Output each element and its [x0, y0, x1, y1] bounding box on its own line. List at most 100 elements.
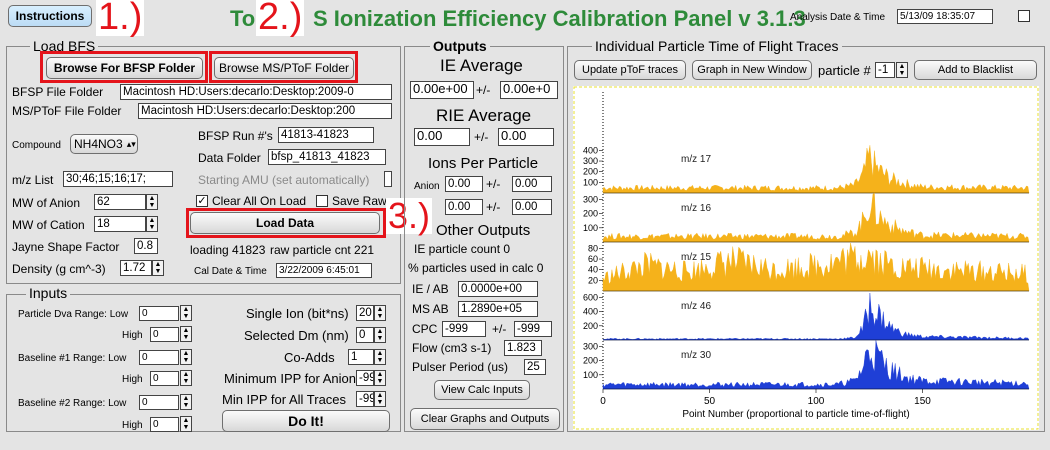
- compound-label: Compound: [12, 140, 61, 151]
- coadds-stepper[interactable]: ▲ ▼: [374, 349, 386, 365]
- dva-high-label: High: [122, 330, 143, 341]
- ie-average-err-field[interactable]: 0.00e+0: [500, 81, 558, 99]
- traces-plot-area: m/z 17 100 200 300 400 m/z 16 100 200 300 m/z 15 2…: [573, 86, 1039, 430]
- ions-per-particle-label: Ions Per Particle: [428, 155, 539, 172]
- starting-amu-field[interactable]: [384, 171, 392, 187]
- mspt-folder-label: MS/PToF File Folder: [12, 104, 122, 118]
- selected-dm-stepper[interactable]: ▲ ▼: [374, 327, 386, 343]
- ie-ab-field[interactable]: 0.0000e+00: [458, 281, 538, 297]
- compound-select[interactable]: NH4NO3 ▴▾: [70, 134, 138, 154]
- ipp-anion-err-field[interactable]: 0.00: [512, 176, 552, 192]
- cation-field[interactable]: 18: [94, 216, 146, 232]
- single-ion-stepper[interactable]: ▲ ▼: [374, 305, 386, 321]
- baseline2-high-field[interactable]: 0: [150, 417, 179, 432]
- other-outputs-label: Other Outputs: [436, 222, 531, 239]
- ytick-label-2-1: 40: [588, 265, 598, 275]
- density-stepper[interactable]: ▲ ▼: [152, 260, 164, 276]
- clear-all-checkbox[interactable]: ✓: [196, 195, 208, 207]
- mspt-folder-field[interactable]: Macintosh HD:Users:decarlo:Desktop:200: [138, 103, 392, 119]
- data-folder-field[interactable]: bfsp_41813_41823: [268, 149, 386, 165]
- baseline1-high-field[interactable]: 0: [150, 371, 179, 386]
- compound-value: NH4NO3: [74, 137, 123, 151]
- step-1-label: 1.): [96, 0, 145, 38]
- starting-amu-label: Starting AMU (set automatically): [198, 173, 370, 187]
- rie-average-field[interactable]: 0.00: [414, 128, 470, 146]
- density-field[interactable]: 1.72: [120, 260, 152, 276]
- coadds-label: Co-Adds: [284, 350, 335, 365]
- dva-high-stepper[interactable]: ▲ ▼: [180, 326, 192, 342]
- ie-pm-label: +/-: [476, 83, 491, 97]
- add-blacklist-button[interactable]: Add to Blacklist: [914, 60, 1037, 80]
- update-ptof-button[interactable]: Update pToF traces: [574, 60, 686, 80]
- jayne-label: Jayne Shape Factor: [12, 240, 120, 254]
- pulser-field[interactable]: 25: [524, 359, 546, 375]
- dva-low-field[interactable]: 0: [139, 306, 179, 321]
- min-ipp-label: Minimum IPP for Anion: [224, 371, 356, 386]
- cal-date-field[interactable]: 3/22/2009 6:45:01: [276, 263, 372, 278]
- baseline1-high-stepper[interactable]: ▲ ▼: [180, 370, 192, 386]
- analysis-checkbox[interactable]: [1018, 10, 1030, 22]
- run-numbers-field[interactable]: 41813-41823: [278, 127, 374, 143]
- view-calc-inputs-button[interactable]: View Calc Inputs: [434, 380, 530, 400]
- trace-series-0: [602, 145, 1030, 194]
- baseline2-low-field[interactable]: 0: [139, 395, 179, 410]
- ie-average-label: IE Average: [440, 56, 523, 75]
- cation-label: MW of Cation: [12, 218, 85, 232]
- min-ipp-all-stepper[interactable]: ▲ ▼: [374, 391, 386, 407]
- ipp-cation-field[interactable]: 0.00: [445, 199, 483, 215]
- anion-stepper[interactable]: ▲ ▼: [146, 194, 158, 210]
- do-it-button[interactable]: Do It!: [222, 410, 390, 432]
- dva-high-field[interactable]: 0: [150, 327, 179, 342]
- flow-field[interactable]: 1.823: [504, 340, 542, 356]
- raw-count-status: raw particle cnt 221: [270, 243, 375, 257]
- mz-list-label: m/z List: [12, 173, 54, 187]
- particle-number-stepper[interactable]: ▲ ▼: [896, 62, 908, 78]
- baseline1-low-stepper[interactable]: ▲ ▼: [180, 349, 192, 365]
- baseline2-low-stepper[interactable]: ▲ ▼: [180, 394, 192, 410]
- jayne-field[interactable]: 0.8: [134, 238, 158, 254]
- ipp-cation-err-field[interactable]: 0.00: [512, 199, 552, 215]
- trace-label-1: m/z 16: [681, 203, 711, 214]
- cpc-field[interactable]: -999: [442, 321, 486, 337]
- ms-ab-label: MS AB: [412, 302, 449, 316]
- analysis-datetime-field[interactable]: 5/13/09 18:35:07: [897, 9, 993, 24]
- save-raw-checkbox[interactable]: [316, 195, 328, 207]
- trace-label-0: m/z 17: [681, 154, 711, 165]
- cation-stepper[interactable]: ▲ ▼: [146, 216, 158, 232]
- coadds-field[interactable]: 1: [348, 349, 374, 365]
- load-data-button[interactable]: Load Data: [190, 212, 380, 234]
- xtick-label-0: 0: [600, 396, 606, 407]
- mz-list-field[interactable]: 30;46;15;16;17;: [63, 171, 173, 187]
- rie-average-err-field[interactable]: 0.00: [498, 128, 554, 146]
- ie-average-field[interactable]: 0.00e+00: [410, 81, 474, 99]
- single-ion-field[interactable]: 20: [356, 305, 374, 321]
- min-ipp-field[interactable]: -999: [356, 370, 374, 386]
- selected-dm-field[interactable]: 0: [356, 327, 374, 343]
- bfsp-folder-field[interactable]: Macintosh HD:Users:decarlo:Desktop:2009-…: [120, 84, 392, 100]
- cpc-pm-label: +/-: [492, 322, 507, 336]
- graph-new-window-button[interactable]: Graph in New Window: [692, 60, 812, 80]
- browse-mspt-button[interactable]: Browse MS/PToF Folder: [214, 57, 354, 79]
- rie-pm-label: +/-: [474, 130, 489, 144]
- dva-low-stepper[interactable]: ▲ ▼: [180, 305, 192, 321]
- anion-field[interactable]: 62: [94, 194, 146, 210]
- ipp-anion-field[interactable]: 0.00: [445, 176, 483, 192]
- ms-ab-field[interactable]: 1.2890e+05: [458, 301, 538, 317]
- min-ipp-stepper[interactable]: ▲ ▼: [374, 370, 386, 386]
- clear-graphs-button[interactable]: Clear Graphs and Outputs: [410, 408, 560, 430]
- anion-label: MW of Anion: [12, 196, 81, 210]
- title-part-2: S Ionization Efficiency Calibration Pane…: [313, 6, 806, 31]
- particle-number-field[interactable]: -1: [875, 62, 895, 78]
- instructions-button[interactable]: Instructions: [8, 5, 92, 27]
- pulser-label: Pulser Period (us): [412, 360, 509, 374]
- browse-bfsp-button[interactable]: Browse For BFSP Folder: [46, 57, 203, 79]
- data-folder-label: Data Folder: [198, 151, 261, 165]
- flow-label: Flow (cm3 s-1): [412, 341, 492, 355]
- baseline1-low-field[interactable]: 0: [139, 350, 179, 365]
- baseline2-high-label: High: [122, 420, 143, 431]
- baseline2-high-stepper[interactable]: ▲ ▼: [180, 416, 192, 432]
- min-ipp-all-field[interactable]: -999: [356, 391, 374, 407]
- cpc-err-field[interactable]: -999: [514, 321, 552, 337]
- save-raw-label: Save Raw: [332, 194, 387, 208]
- ie-ab-label: IE / AB: [412, 282, 449, 296]
